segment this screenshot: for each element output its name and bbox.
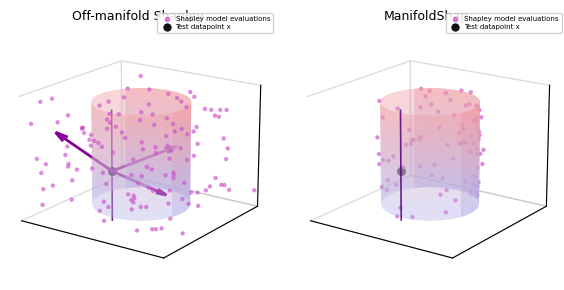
Title: ManifoldShap: ManifoldShap [384,10,469,23]
Legend: Shapley model evaluations, Test datapoint x: Shapley model evaluations, Test datapoin… [157,13,273,33]
Title: Off-manifold Shapley: Off-manifold Shapley [72,10,204,23]
Legend: Shapley model evaluations, Test datapoint x: Shapley model evaluations, Test datapoin… [446,13,562,33]
